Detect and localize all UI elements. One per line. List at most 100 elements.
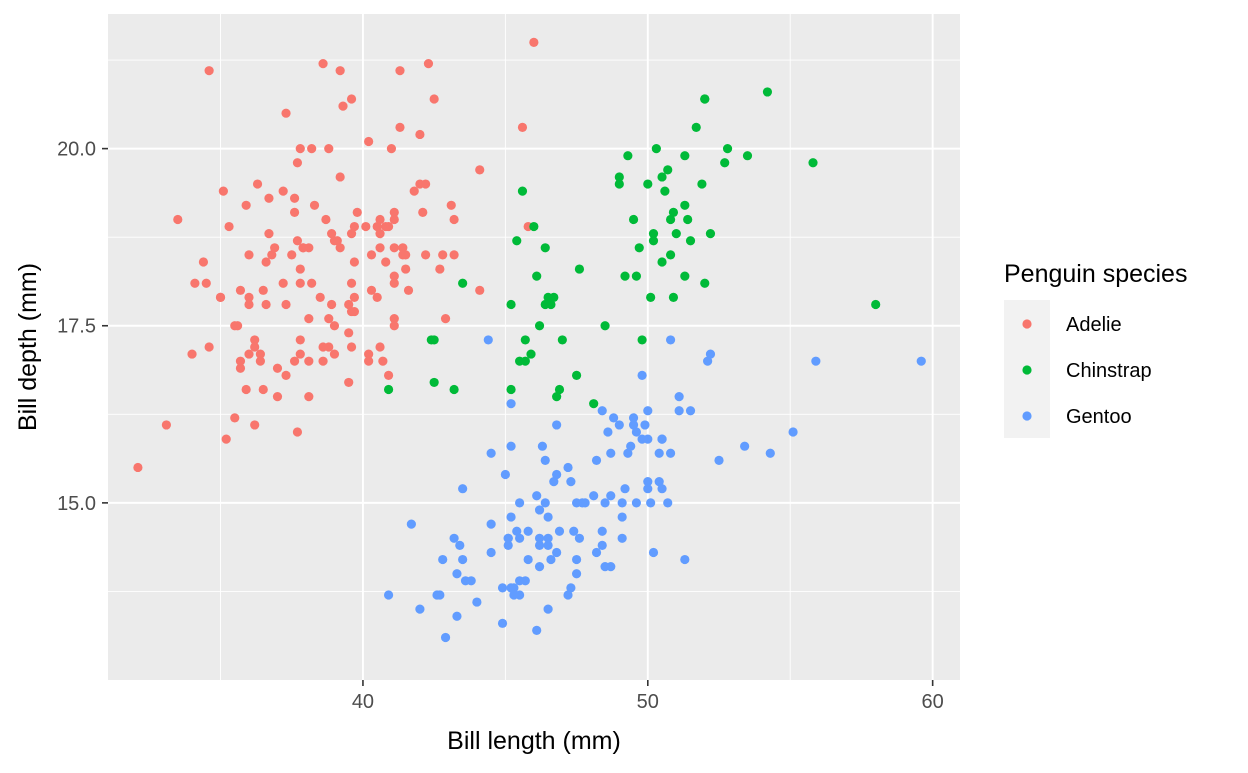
data-point <box>295 264 305 274</box>
data-point <box>623 448 633 458</box>
data-point <box>458 554 468 565</box>
data-point <box>401 250 411 260</box>
series-adelie <box>133 37 539 473</box>
data-point <box>483 335 493 345</box>
data-point <box>637 335 647 345</box>
data-point <box>506 399 516 409</box>
data-point <box>497 618 508 628</box>
data-point <box>261 257 271 267</box>
legend-item-adelie: Adelie <box>1022 314 1122 336</box>
data-point <box>295 144 305 154</box>
data-point <box>685 406 696 416</box>
data-point <box>455 540 465 550</box>
data-point <box>628 214 639 225</box>
data-point <box>349 306 359 317</box>
x-axis-title: Bill length (mm) <box>447 727 621 755</box>
data-point <box>554 384 565 395</box>
data-point <box>298 243 308 253</box>
data-point <box>571 554 582 565</box>
data-point <box>520 576 530 586</box>
data-point <box>415 604 425 614</box>
data-point <box>486 448 496 458</box>
data-point <box>563 590 573 600</box>
data-point <box>537 441 548 451</box>
data-point <box>680 271 690 281</box>
data-point <box>415 129 425 140</box>
data-point <box>646 498 656 508</box>
data-point <box>289 207 300 217</box>
data-point <box>449 250 459 260</box>
data-point <box>352 207 362 217</box>
data-point <box>244 292 254 303</box>
data-point <box>364 356 374 366</box>
data-point <box>261 299 271 310</box>
data-point <box>364 136 374 147</box>
data-point <box>381 221 391 232</box>
data-point <box>657 172 667 182</box>
data-point <box>435 264 445 274</box>
legend-items: Adelie Chinstrap Gentoo <box>1022 314 1152 428</box>
data-point <box>668 292 679 303</box>
legend-label: Chinstrap <box>1066 360 1152 382</box>
data-point <box>665 335 676 345</box>
data-point <box>543 533 553 543</box>
data-point <box>515 533 525 543</box>
data-point <box>215 292 226 303</box>
data-point <box>534 321 545 331</box>
data-point <box>614 179 624 189</box>
points-layer <box>133 37 926 643</box>
data-point <box>534 505 545 515</box>
data-point <box>571 370 582 380</box>
data-point <box>534 562 545 572</box>
data-point <box>401 264 411 274</box>
data-point <box>503 540 513 550</box>
data-point <box>674 406 684 416</box>
data-point <box>617 533 627 543</box>
data-point <box>603 427 613 437</box>
data-point <box>421 179 431 189</box>
data-point <box>449 533 459 543</box>
data-point <box>591 547 602 558</box>
data-point <box>198 257 209 267</box>
data-point <box>429 377 439 388</box>
y-tick-label: 20.0 <box>57 139 96 161</box>
data-point <box>398 243 408 253</box>
data-point <box>264 229 274 239</box>
data-point <box>292 236 303 246</box>
data-point <box>318 342 328 352</box>
legend: Penguin species Adelie Chinstrap Gentoo <box>1004 260 1187 438</box>
data-point <box>509 590 519 600</box>
data-point <box>452 611 462 621</box>
data-point <box>440 314 451 324</box>
data-point <box>421 250 431 260</box>
data-point <box>597 406 607 416</box>
data-point <box>403 285 414 295</box>
data-point <box>255 349 265 359</box>
data-point <box>287 250 297 260</box>
data-point <box>449 384 459 395</box>
data-point <box>375 243 385 253</box>
data-point <box>324 314 334 324</box>
data-point <box>552 469 562 480</box>
data-point <box>187 349 197 359</box>
data-point <box>811 356 821 366</box>
data-point <box>458 278 468 288</box>
data-point <box>429 335 439 345</box>
data-point <box>714 455 724 465</box>
data-point <box>589 399 599 409</box>
data-point <box>264 193 274 203</box>
data-point <box>506 583 516 593</box>
data-point <box>657 484 667 494</box>
data-point <box>252 179 263 189</box>
data-point <box>523 554 533 565</box>
data-point <box>375 342 385 352</box>
data-point <box>668 207 679 217</box>
data-point <box>318 356 328 366</box>
data-point <box>295 278 305 288</box>
data-point <box>700 94 710 104</box>
data-point <box>742 151 753 161</box>
data-point <box>389 207 399 217</box>
data-point <box>648 236 659 246</box>
data-point <box>406 519 416 529</box>
data-point <box>324 144 334 154</box>
